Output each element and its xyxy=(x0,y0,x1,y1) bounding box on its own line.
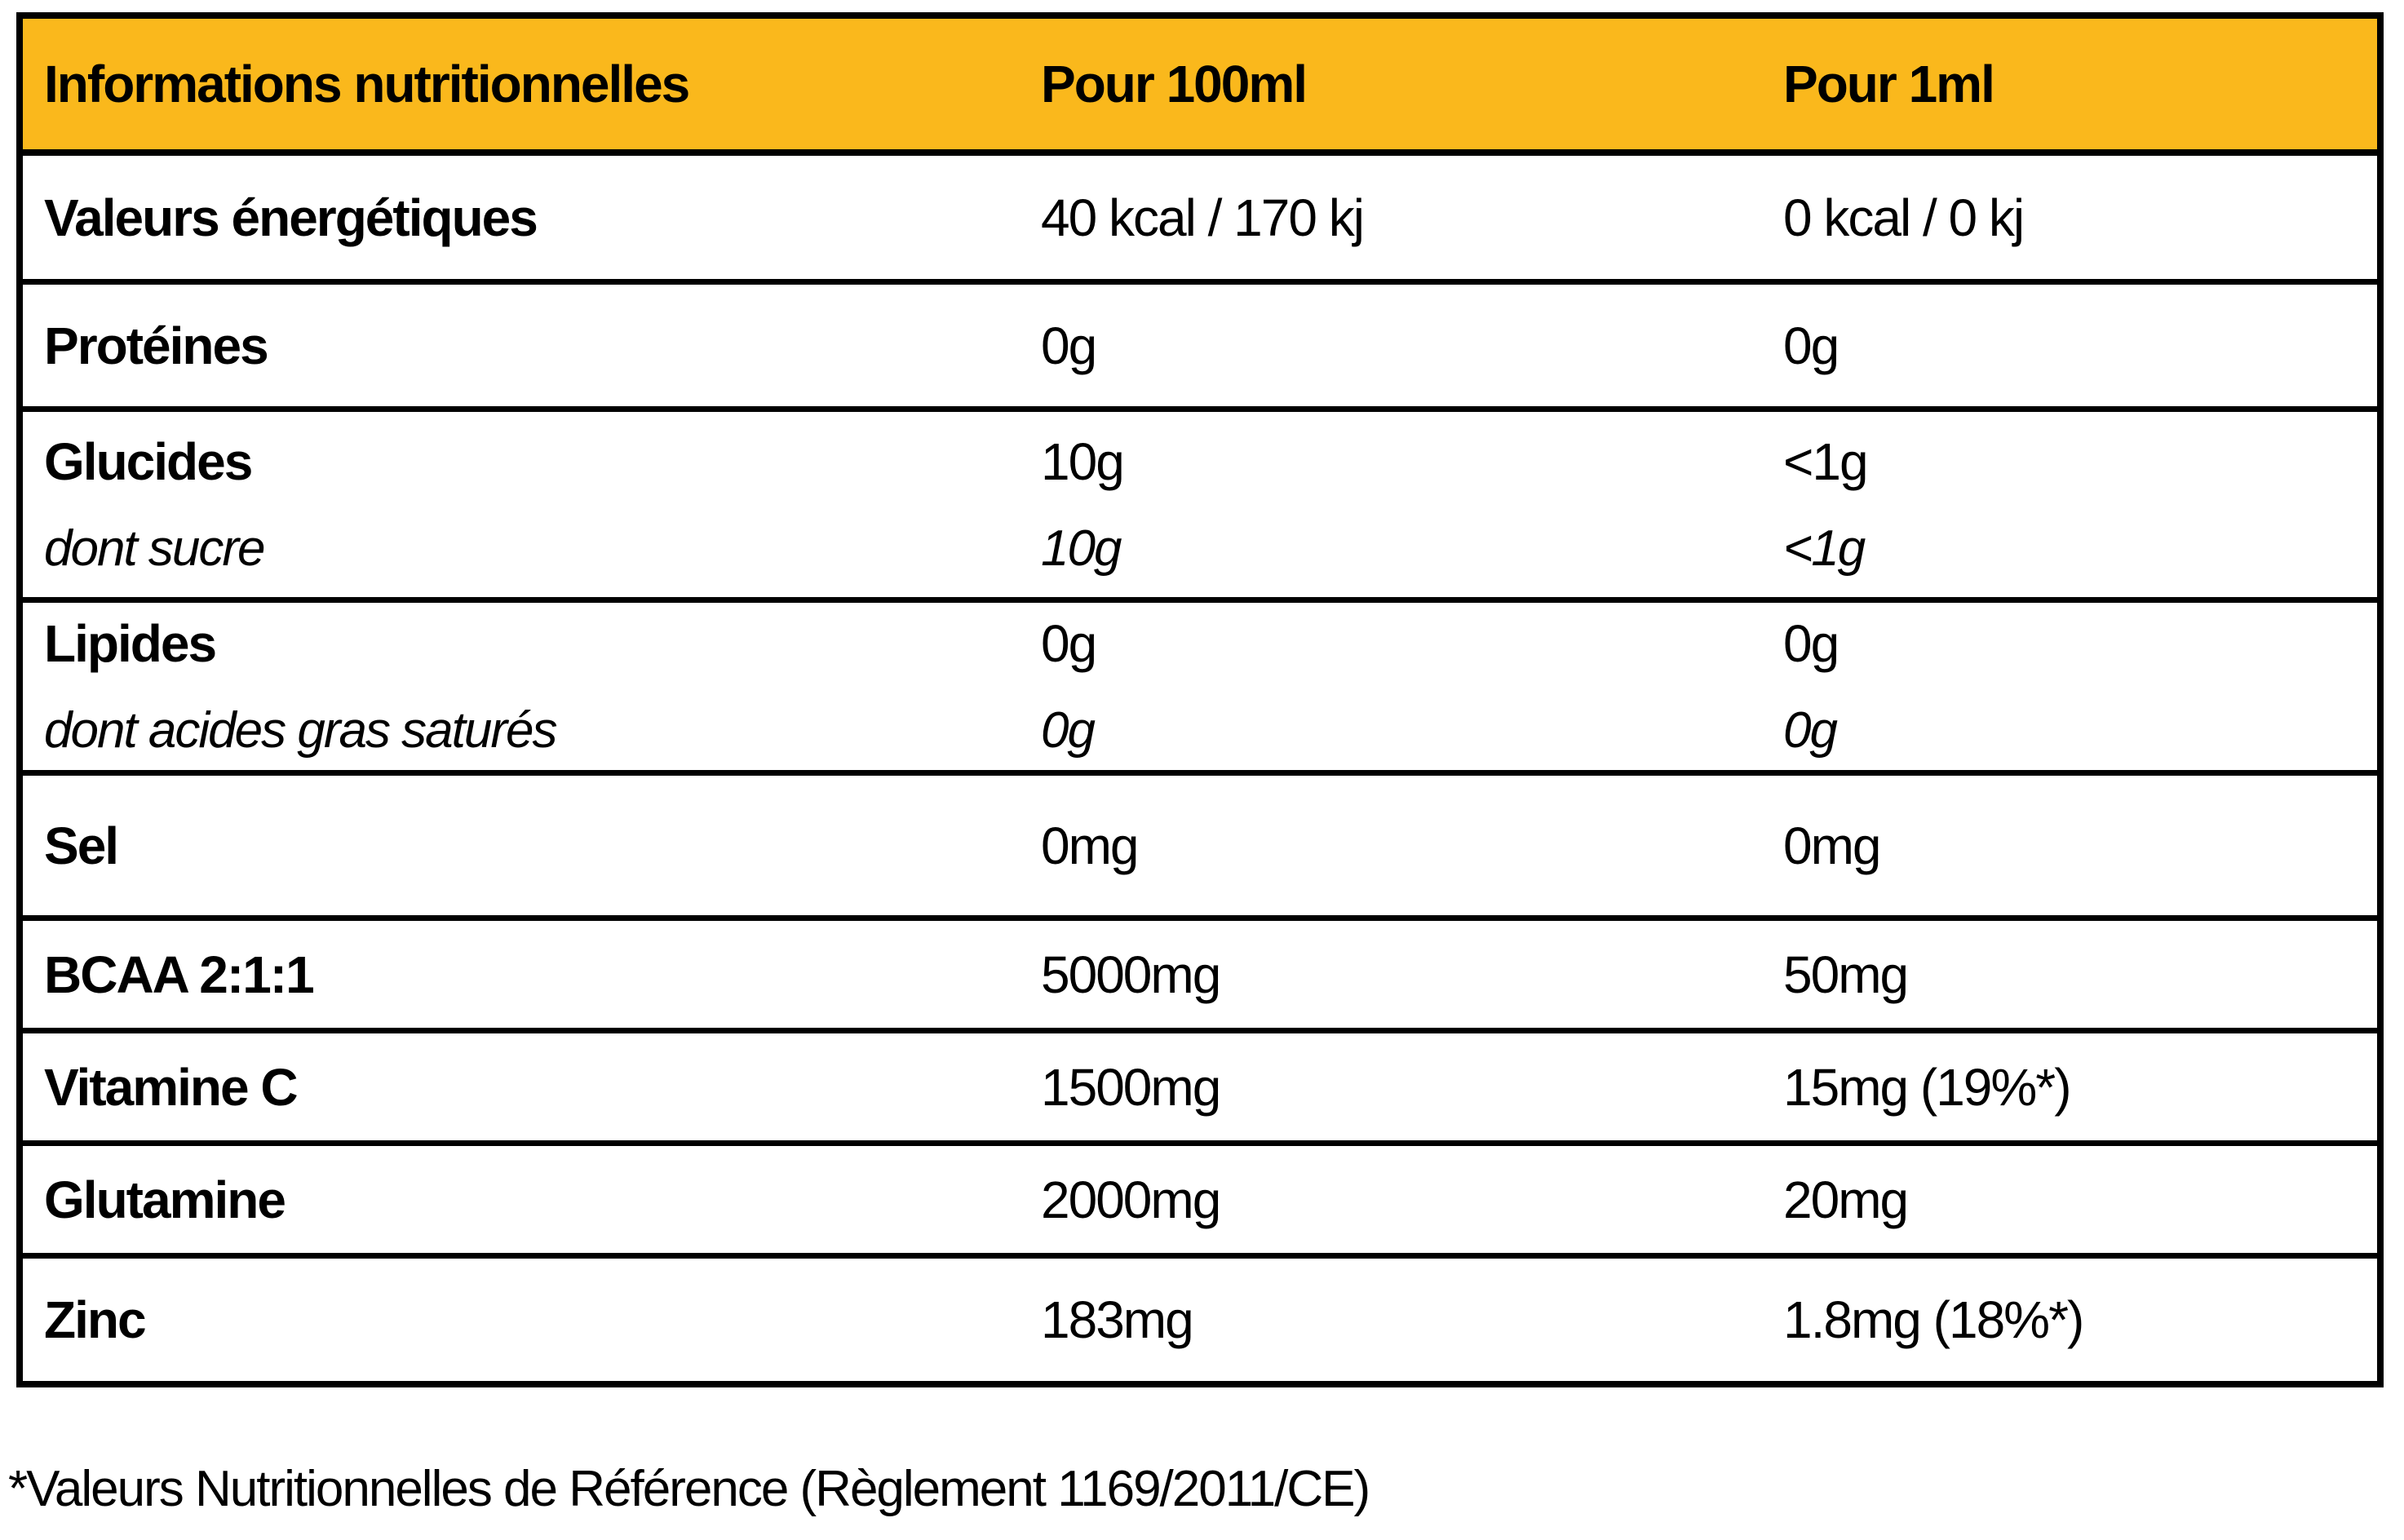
cell-label: Glutamine xyxy=(23,1146,1020,1253)
row-label: Sel xyxy=(44,816,119,875)
table-row-sel: Sel 0mg 0mg xyxy=(23,776,2377,921)
reference-footnote: *Valeurs Nutritionnelles de Référence (R… xyxy=(8,1461,1370,1517)
cell-per-100ml: 10g 10g xyxy=(1020,412,1762,597)
row-value-1ml: 0g xyxy=(1783,316,1840,375)
cell-label: Sel xyxy=(23,776,1020,915)
row-value-100ml: 0g xyxy=(1041,613,1097,673)
row-label: Glutamine xyxy=(44,1170,286,1229)
cell-per-1ml: 50mg xyxy=(1762,921,2377,1028)
cell-per-1ml: 15mg (19%*) xyxy=(1762,1033,2377,1140)
row-label: Vitamine C xyxy=(44,1057,299,1117)
cell-per-1ml: 0 kcal / 0 kj xyxy=(1762,156,2377,279)
cell-per-100ml: 2000mg xyxy=(1020,1146,1762,1253)
table-row-valeurs-energetiques: Valeurs énergétiques 40 kcal / 170 kj 0 … xyxy=(23,156,2377,285)
header-label-per-100ml: Pour 100ml xyxy=(1041,55,1308,113)
header-label-informations: Informations nutritionnelles xyxy=(44,55,690,113)
row-subvalue-100ml: 10g xyxy=(1041,520,1122,577)
cell-label: Valeurs énergétiques xyxy=(23,156,1020,279)
cell-label: BCAA 2:1:1 xyxy=(23,921,1020,1028)
cell-per-100ml: 0g 0g xyxy=(1020,603,1762,770)
cell-per-100ml: 1500mg xyxy=(1020,1033,1762,1140)
row-value-1ml: 0g xyxy=(1783,613,1840,673)
cell-label: Vitamine C xyxy=(23,1033,1020,1140)
cell-per-100ml: 40 kcal / 170 kj xyxy=(1020,156,1762,279)
row-value-1ml: 50mg xyxy=(1783,945,1909,1004)
header-label-per-1ml: Pour 1ml xyxy=(1783,55,1995,113)
row-value-100ml: 1500mg xyxy=(1041,1057,1221,1117)
row-subvalue-1ml: 0g xyxy=(1783,701,1838,759)
row-subvalue-100ml: 0g xyxy=(1041,701,1096,759)
header-cell-informations: Informations nutritionnelles xyxy=(23,19,1020,149)
table-row-vitamine-c: Vitamine C 1500mg 15mg (19%*) xyxy=(23,1033,2377,1146)
cell-per-1ml: 20mg xyxy=(1762,1146,2377,1253)
row-label: BCAA 2:1:1 xyxy=(44,945,315,1004)
row-value-100ml: 183mg xyxy=(1041,1290,1194,1349)
row-value-100ml: 0mg xyxy=(1041,816,1140,875)
table-header-row: Informations nutritionnelles Pour 100ml … xyxy=(23,19,2377,156)
header-cell-per-1ml: Pour 1ml xyxy=(1762,19,2377,149)
header-cell-per-100ml: Pour 100ml xyxy=(1020,19,1762,149)
row-label: Glucides xyxy=(44,431,253,491)
cell-per-100ml: 5000mg xyxy=(1020,921,1762,1028)
row-sublabel: dont sucre xyxy=(44,520,266,577)
row-value-100ml: 40 kcal / 170 kj xyxy=(1041,188,1365,247)
cell-label: Protéines xyxy=(23,285,1020,406)
table-row-glucides: Glucides dont sucre 10g 10g <1g <1g xyxy=(23,412,2377,603)
cell-per-100ml: 0mg xyxy=(1020,776,1762,915)
cell-per-1ml: 0g xyxy=(1762,285,2377,406)
cell-label: Zinc xyxy=(23,1259,1020,1381)
table-row-lipides: Lipides dont acides gras saturés 0g 0g 0… xyxy=(23,603,2377,776)
row-value-100ml: 10g xyxy=(1041,431,1125,491)
table-row-proteines: Protéines 0g 0g xyxy=(23,285,2377,412)
row-label: Valeurs énergétiques xyxy=(44,188,538,247)
row-value-1ml: 20mg xyxy=(1783,1170,1909,1229)
row-subvalue-1ml: <1g xyxy=(1783,520,1866,577)
row-value-1ml: 0 kcal / 0 kj xyxy=(1783,188,2025,247)
cell-label: Glucides dont sucre xyxy=(23,412,1020,597)
row-value-1ml: 0mg xyxy=(1783,816,1882,875)
row-value-100ml: 5000mg xyxy=(1041,945,1221,1004)
row-label: Zinc xyxy=(44,1290,147,1349)
row-value-1ml: <1g xyxy=(1783,431,1869,491)
cell-per-1ml: 1.8mg (18%*) xyxy=(1762,1259,2377,1381)
row-label: Protéines xyxy=(44,316,269,375)
cell-per-1ml: 0g 0g xyxy=(1762,603,2377,770)
row-label: Lipides xyxy=(44,613,217,673)
cell-per-100ml: 183mg xyxy=(1020,1259,1762,1381)
table-row-glutamine: Glutamine 2000mg 20mg xyxy=(23,1146,2377,1259)
table-row-bcaa: BCAA 2:1:1 5000mg 50mg xyxy=(23,921,2377,1033)
cell-per-1ml: <1g <1g xyxy=(1762,412,2377,597)
cell-label: Lipides dont acides gras saturés xyxy=(23,603,1020,770)
row-value-100ml: 0g xyxy=(1041,316,1097,375)
row-sublabel: dont acides gras saturés xyxy=(44,701,558,759)
row-value-100ml: 2000mg xyxy=(1041,1170,1221,1229)
row-value-1ml: 1.8mg (18%*) xyxy=(1783,1290,2084,1349)
nutrition-table: Informations nutritionnelles Pour 100ml … xyxy=(16,12,2384,1387)
cell-per-100ml: 0g xyxy=(1020,285,1762,406)
row-value-1ml: 15mg (19%*) xyxy=(1783,1057,2072,1117)
cell-per-1ml: 0mg xyxy=(1762,776,2377,915)
table-row-zinc: Zinc 183mg 1.8mg (18%*) xyxy=(23,1259,2377,1381)
